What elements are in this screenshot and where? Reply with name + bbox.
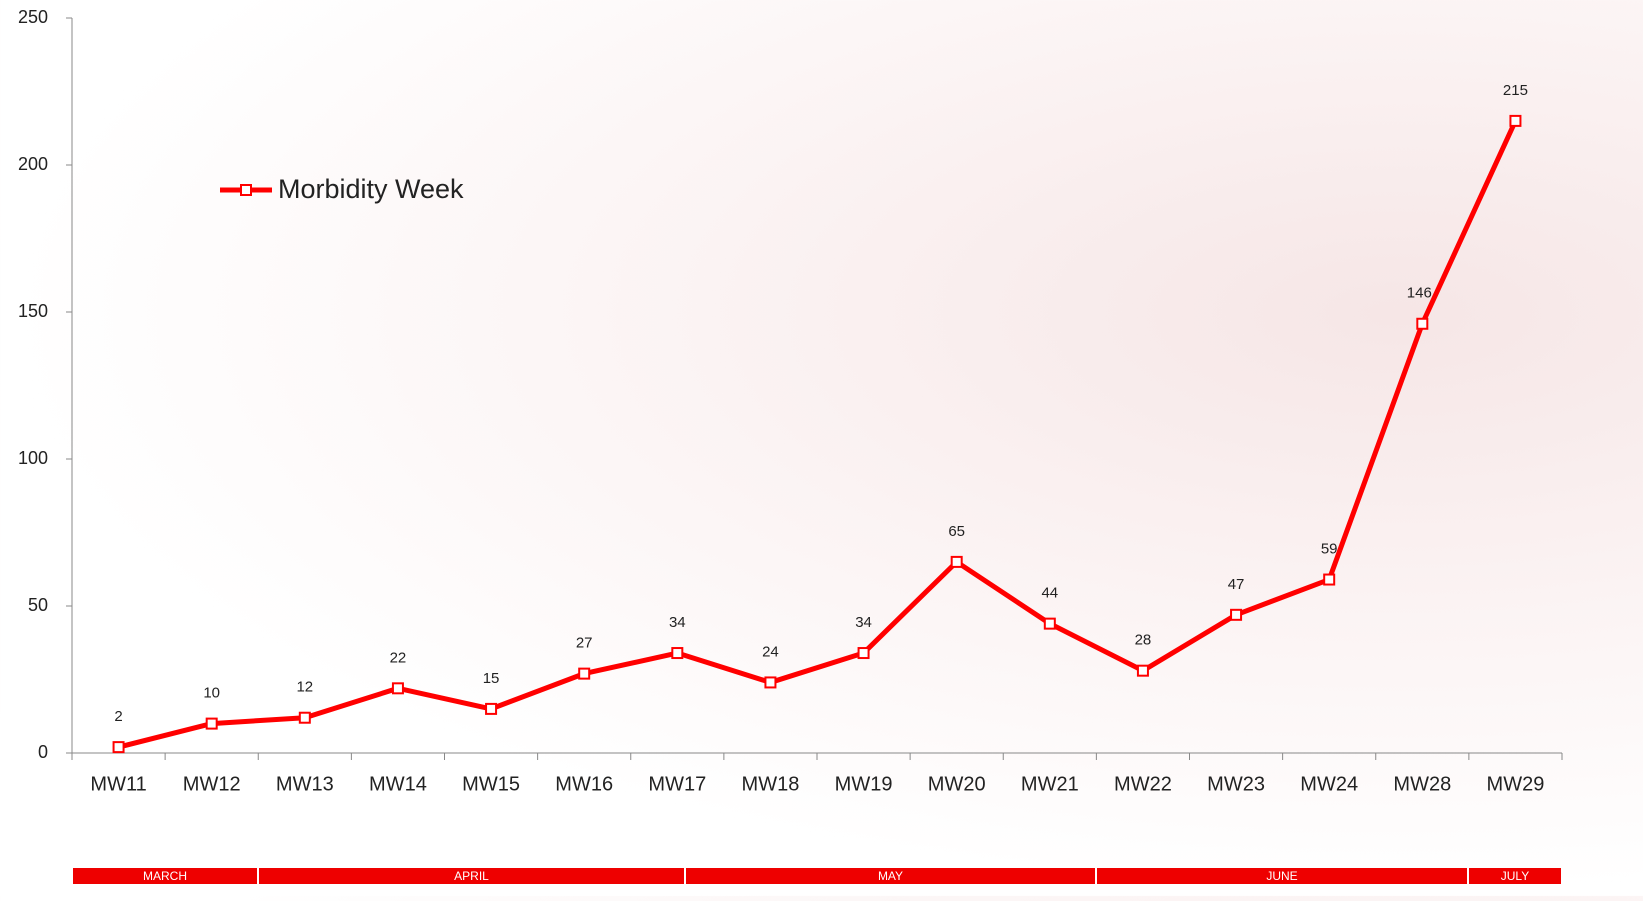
x-tick-label: MW14 xyxy=(369,773,427,795)
data-label: 15 xyxy=(483,670,500,687)
x-tick-label: MW16 xyxy=(555,773,613,795)
point-marker xyxy=(671,647,684,660)
month-label: MAY xyxy=(878,869,903,883)
point-marker xyxy=(112,741,125,754)
x-tick-label: MW11 xyxy=(90,773,146,795)
point-marker xyxy=(857,647,870,660)
point-marker xyxy=(950,555,963,568)
point-marker xyxy=(205,717,218,730)
y-tick-label: 0 xyxy=(38,742,48,762)
data-label: 215 xyxy=(1503,82,1528,99)
x-tick-label: MW15 xyxy=(462,773,520,795)
y-tick-label: 50 xyxy=(28,595,48,615)
month-band xyxy=(259,868,684,884)
x-tick-label: MW29 xyxy=(1487,773,1545,795)
x-tick-label: MW24 xyxy=(1300,773,1358,795)
point-marker xyxy=(764,676,777,689)
x-tick-label: MW19 xyxy=(835,773,893,795)
point-marker xyxy=(391,682,404,695)
data-label: 12 xyxy=(296,679,313,696)
x-tick-label: MW18 xyxy=(742,773,800,795)
month-label: JUNE xyxy=(1266,869,1297,883)
data-label: 27 xyxy=(576,635,593,652)
data-label: 65 xyxy=(948,523,965,540)
legend-label: Morbidity Week xyxy=(278,174,464,204)
x-tick-label: MW21 xyxy=(1021,773,1079,795)
point-marker xyxy=(1509,114,1522,127)
y-tick-label: 150 xyxy=(18,301,48,321)
month-label: JULY xyxy=(1501,869,1529,883)
data-label: 28 xyxy=(1135,632,1152,649)
month-band xyxy=(1097,868,1467,884)
point-marker xyxy=(1416,317,1429,330)
y-tick-label: 250 xyxy=(18,7,48,27)
data-label: 10 xyxy=(203,685,220,702)
point-marker xyxy=(1230,608,1243,621)
point-marker xyxy=(1323,573,1336,586)
month-label: APRIL xyxy=(454,869,489,883)
series-line xyxy=(117,119,1518,750)
data-label: 2 xyxy=(114,708,122,725)
x-tick-label: MW13 xyxy=(276,773,334,795)
month-band xyxy=(686,868,1095,884)
month-band xyxy=(1469,868,1561,884)
point-marker xyxy=(298,711,311,724)
data-label: 44 xyxy=(1041,585,1058,602)
x-tick-label: MW20 xyxy=(928,773,986,795)
data-label: 59 xyxy=(1321,541,1338,558)
y-tick-label: 200 xyxy=(18,154,48,174)
x-tick-label: MW22 xyxy=(1114,773,1172,795)
month-label: MARCH xyxy=(143,869,187,883)
x-tick-label: MW28 xyxy=(1393,773,1451,795)
point-marker xyxy=(1043,617,1056,630)
month-band xyxy=(73,868,257,884)
data-label: 34 xyxy=(669,614,686,631)
data-label: 22 xyxy=(390,649,407,666)
x-tick-label: MW23 xyxy=(1207,773,1265,795)
point-marker xyxy=(485,702,498,715)
data-label: 146 xyxy=(1407,285,1432,302)
point-marker xyxy=(1136,664,1149,677)
legend-marker xyxy=(240,184,252,196)
data-label: 34 xyxy=(855,614,872,631)
x-tick-label: MW12 xyxy=(183,773,241,795)
data-label: 24 xyxy=(762,643,779,660)
data-label: 47 xyxy=(1228,576,1245,593)
y-tick-label: 100 xyxy=(18,448,48,468)
point-marker xyxy=(578,667,591,680)
x-tick-label: MW17 xyxy=(648,773,706,795)
